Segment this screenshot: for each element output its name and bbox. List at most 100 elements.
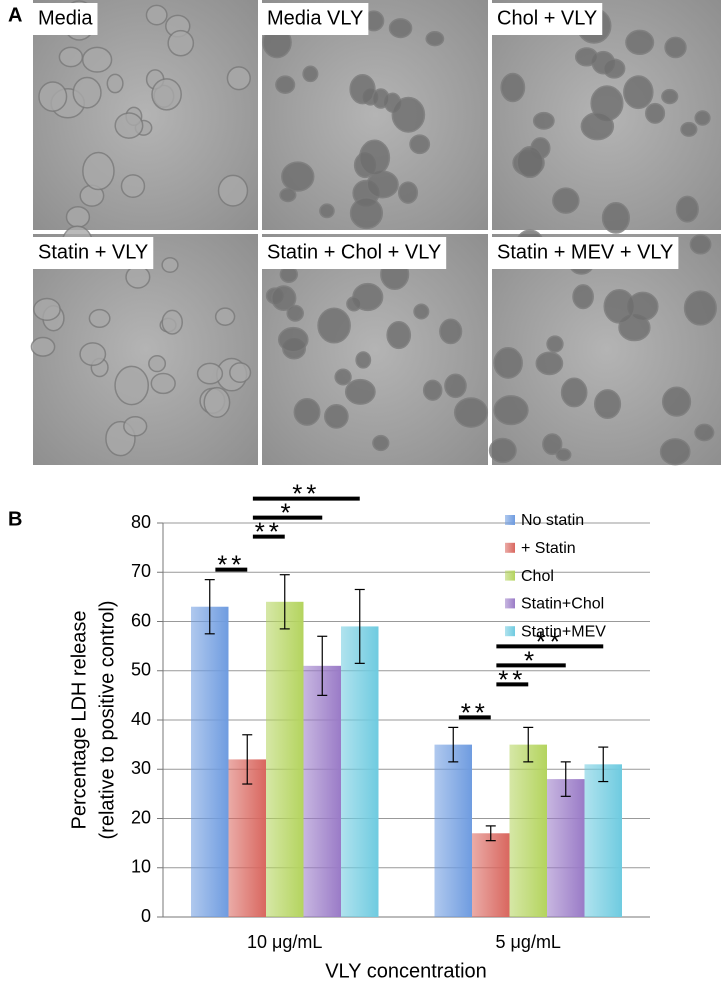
cell (694, 423, 715, 442)
bar (509, 744, 547, 917)
cell (601, 202, 631, 234)
image-label: Media (38, 7, 93, 29)
legend-label: Chol (521, 568, 554, 585)
cell (552, 187, 580, 214)
y-tick-label: 80 (131, 512, 151, 532)
cell (229, 362, 252, 383)
significance-label: ** (498, 664, 526, 694)
micrograph: Statin + VLY (30, 225, 258, 465)
cell (286, 304, 304, 322)
label-background (33, 237, 154, 269)
bar (303, 665, 341, 917)
cell (125, 265, 151, 289)
cell (226, 66, 251, 91)
panel-label: B (8, 508, 22, 530)
cell (302, 65, 319, 83)
cell (82, 151, 115, 191)
x-tick-label: 10 μg/mL (247, 932, 322, 952)
cell (444, 373, 467, 399)
legend-swatch (505, 626, 515, 637)
cell (535, 351, 564, 376)
cell (397, 181, 419, 204)
cell (279, 187, 297, 203)
y-tick-label: 50 (131, 660, 151, 680)
cell (675, 195, 699, 223)
cell (293, 398, 321, 426)
error-bar (354, 588, 365, 664)
cell (372, 434, 390, 452)
cell (324, 403, 349, 429)
cell (217, 174, 249, 207)
bar (434, 744, 472, 917)
cell (546, 335, 564, 353)
cell (150, 372, 176, 395)
bar (191, 606, 229, 917)
cell (346, 296, 362, 312)
cell (683, 290, 717, 326)
legend-label: + Statin (521, 540, 576, 557)
cell (493, 395, 529, 426)
bar (228, 759, 266, 917)
label-background (492, 237, 679, 269)
cell (33, 297, 61, 321)
significance-label: ** (536, 626, 564, 656)
cell (161, 256, 179, 274)
cell (277, 326, 309, 353)
error-bar (317, 635, 328, 696)
cell (88, 308, 111, 328)
cell (661, 386, 692, 417)
cell (532, 111, 555, 130)
cell (120, 174, 146, 199)
cell (30, 336, 56, 357)
cell (148, 355, 167, 373)
y-tick-label: 20 (131, 807, 151, 827)
x-tick-label: 5 μg/mL (496, 932, 561, 952)
significance-label: * (281, 498, 295, 528)
cell (81, 46, 113, 73)
legend-swatch (505, 598, 515, 609)
micrograph: Statin + Chol + VLY (262, 234, 489, 465)
chart: B 0 10 20 30 40 50 60 70 80 Percentage LDH release… (8, 479, 650, 982)
cell (560, 377, 588, 408)
cell (145, 4, 168, 26)
cell (625, 29, 655, 56)
y-tick-label: 70 (131, 561, 151, 581)
cell (334, 368, 352, 386)
cell (358, 139, 391, 176)
cell (425, 31, 445, 47)
cell (603, 288, 636, 324)
cell (371, 88, 390, 109)
cell (623, 75, 654, 110)
bar (341, 626, 379, 917)
cell (664, 36, 687, 59)
cell (645, 102, 666, 124)
cell (516, 145, 544, 179)
y-tick-label: 10 (131, 857, 151, 877)
x-axis-label: VLY concentration (325, 960, 487, 982)
cell (106, 73, 124, 94)
error-bar (279, 574, 290, 630)
legend-swatch (505, 542, 515, 553)
label-background (262, 3, 369, 35)
image-label: Statin + Chol + VLY (267, 241, 441, 263)
cell (38, 81, 68, 112)
cell (270, 285, 297, 312)
image-background (492, 234, 721, 465)
cell (409, 134, 431, 155)
label-background (262, 237, 447, 269)
micrograph: Chol + VLY (492, 0, 721, 234)
cell (488, 437, 517, 464)
micrograph: Media (33, 0, 258, 230)
image-label: Statin + VLY (38, 241, 148, 263)
image-label: Statin + MEV + VLY (497, 241, 673, 263)
legend-swatch (505, 570, 515, 581)
legend-label: No statin (521, 512, 584, 529)
cell (574, 47, 599, 67)
error-bar (242, 734, 253, 785)
cell (196, 362, 224, 385)
legend-label: Statin+Chol (521, 596, 604, 613)
cell (65, 205, 91, 228)
label-background (33, 3, 98, 35)
bar (584, 764, 622, 917)
